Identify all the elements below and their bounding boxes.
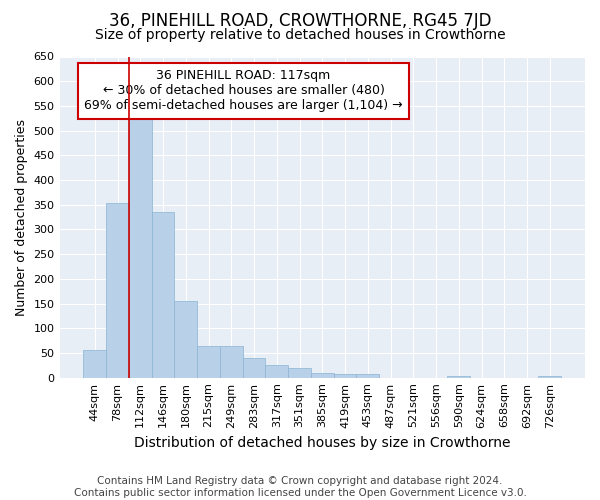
Bar	[152, 212, 175, 378]
X-axis label: Distribution of detached houses by size in Crowthorne: Distribution of detached houses by size …	[134, 436, 511, 450]
Bar	[288, 368, 311, 378]
Bar	[106, 204, 129, 378]
Bar	[265, 366, 288, 378]
Text: Size of property relative to detached houses in Crowthorne: Size of property relative to detached ho…	[95, 28, 505, 42]
Text: Contains HM Land Registry data © Crown copyright and database right 2024.
Contai: Contains HM Land Registry data © Crown c…	[74, 476, 526, 498]
Bar	[242, 358, 265, 378]
Bar	[448, 376, 470, 378]
Bar	[356, 374, 379, 378]
Bar	[175, 301, 197, 378]
Bar	[538, 376, 561, 378]
Y-axis label: Number of detached properties: Number of detached properties	[15, 118, 28, 316]
Bar	[334, 374, 356, 378]
Text: 36, PINEHILL ROAD, CROWTHORNE, RG45 7JD: 36, PINEHILL ROAD, CROWTHORNE, RG45 7JD	[109, 12, 491, 30]
Bar	[311, 372, 334, 378]
Bar	[197, 346, 220, 378]
Bar	[220, 346, 242, 378]
Text: 36 PINEHILL ROAD: 117sqm
← 30% of detached houses are smaller (480)
69% of semi-: 36 PINEHILL ROAD: 117sqm ← 30% of detach…	[84, 70, 403, 112]
Bar	[129, 111, 152, 378]
Bar	[83, 350, 106, 378]
